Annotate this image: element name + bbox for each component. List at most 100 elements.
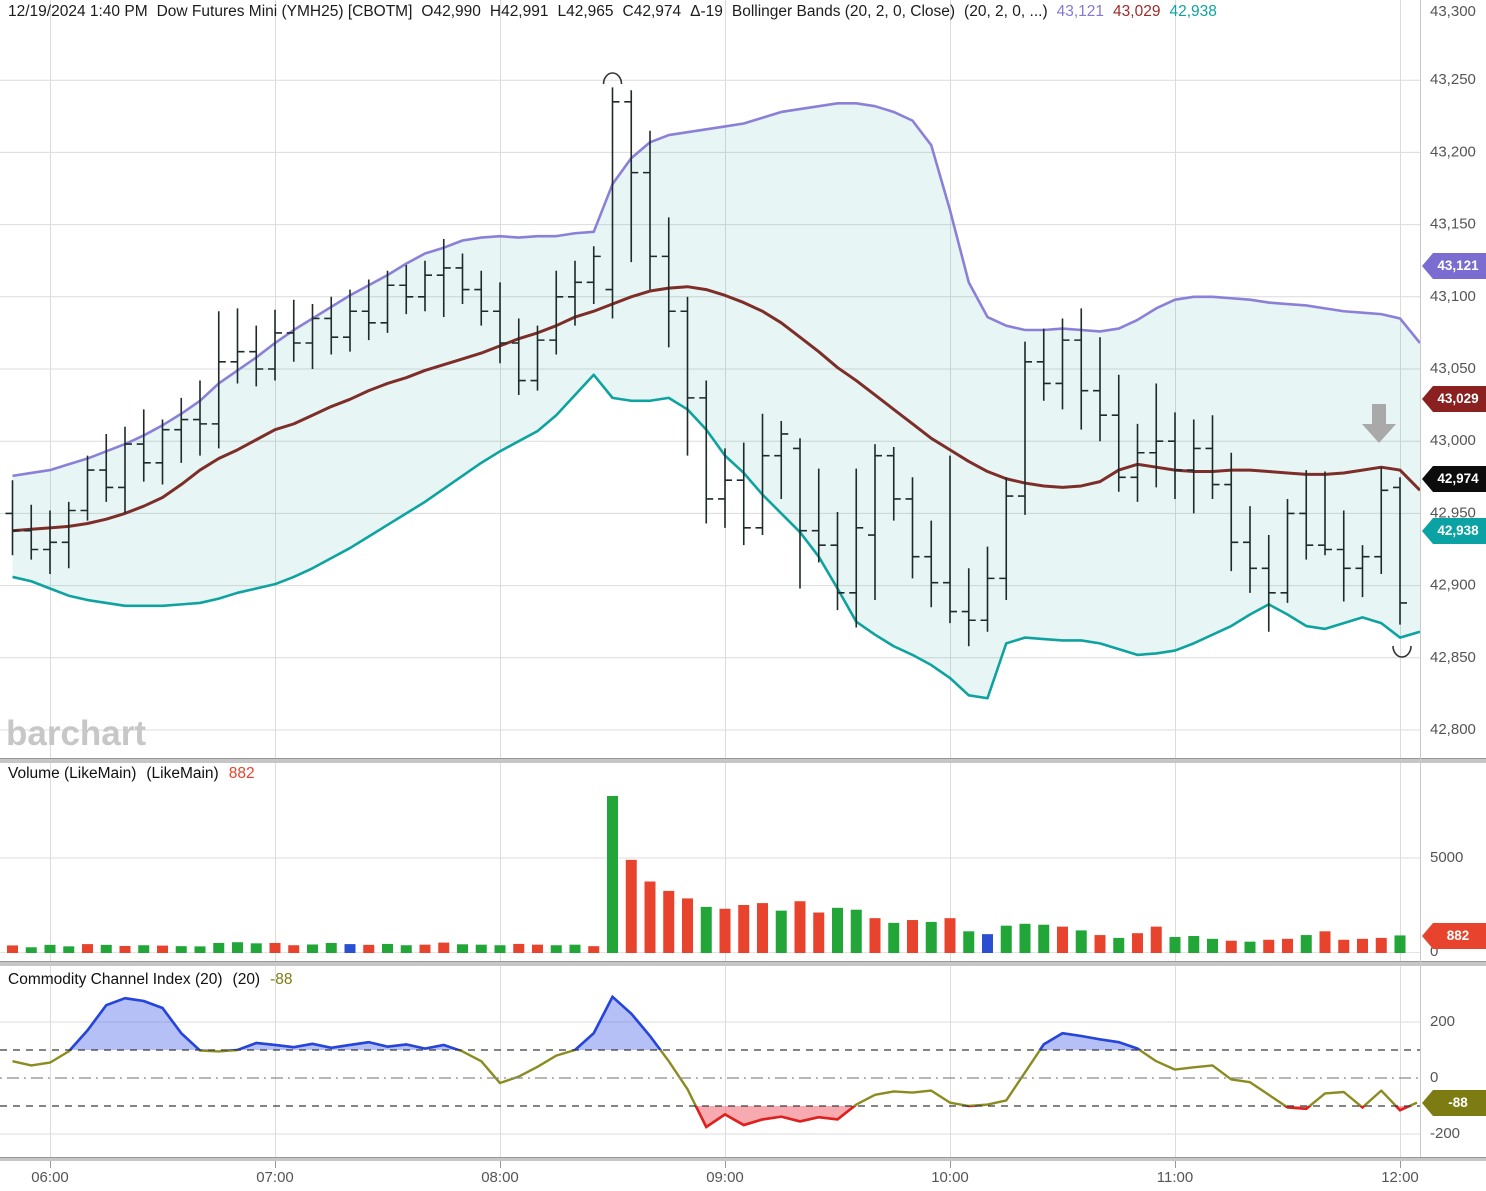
ohlc-bar: [43, 510, 57, 575]
bb-middle-badge: 43,029: [1422, 386, 1486, 412]
panel-divider: [0, 1157, 1486, 1161]
volume-label: Volume (LikeMain): [8, 765, 137, 782]
price-axis-label: 43,100: [1430, 288, 1476, 305]
ohlc-bar: [530, 325, 545, 391]
bb-lower-badge: 42,938: [1422, 518, 1486, 544]
volume-bar: [157, 945, 168, 953]
volume-bar: [82, 944, 93, 953]
session-low-marker: [1392, 645, 1412, 658]
volume-bar: [1000, 925, 1012, 953]
ohlc-bar: [380, 270, 395, 333]
header-change: Δ-19: [690, 3, 723, 20]
volume-bar: [1244, 941, 1256, 953]
price-axis-label: 43,150: [1430, 216, 1476, 233]
volume-bar: [1075, 930, 1087, 953]
volume-bar: [1019, 923, 1031, 953]
ohlc-bar: [474, 270, 489, 326]
ohlc-bar: [99, 433, 114, 502]
barchart-watermark-logo: barchart: [6, 714, 147, 753]
volume-bar: [982, 934, 993, 953]
volume-bar: [213, 942, 225, 953]
ohlc-bar: [736, 442, 751, 546]
last-price-badge: 42,974: [1422, 466, 1486, 492]
ohlc-bar: [661, 217, 676, 348]
volume-axis-label: 5000: [1430, 849, 1463, 866]
price-axis-label: 43,050: [1430, 360, 1476, 377]
bollinger-lower-line: [12, 373, 1421, 700]
ohlc-bar: [699, 380, 714, 524]
volume-bar: [25, 947, 37, 953]
ohlc-bar: [249, 325, 264, 387]
ohlc-bar: [999, 477, 1014, 601]
volume-bar: [194, 946, 206, 953]
volume-bar: [250, 943, 262, 953]
volume-bar: [513, 943, 525, 953]
ohlc-bar: [80, 455, 95, 521]
cci-label: Commodity Channel Index (20): [8, 971, 223, 988]
ohlc-bar: [943, 455, 957, 624]
volume-bar: [1282, 938, 1293, 953]
volume-bar: [138, 945, 150, 953]
ohlc-bar: [1205, 415, 1220, 499]
volume-panel-label: Volume (LikeMain) (LikeMain) 882: [8, 765, 255, 783]
header-study: Bollinger Bands (20, 2, 0, Close): [731, 3, 956, 20]
volume-bar: [532, 944, 543, 953]
ohlc-bar: [1130, 423, 1145, 502]
ohlc-bar: [305, 304, 320, 369]
ohlc-bar: [1074, 308, 1089, 430]
ohlc-bar: [568, 260, 582, 326]
ohlc-bar: [1036, 328, 1051, 401]
volume-bar: [888, 922, 900, 953]
ohlc-bar: [211, 311, 226, 449]
ohlc-bar: [361, 279, 376, 341]
price-axis-label: 43,200: [1430, 143, 1476, 160]
header-bb-upper-value: 43,121: [1056, 3, 1105, 20]
ohlc-bar: [718, 448, 732, 528]
volume-bar: [325, 942, 337, 953]
ohlc-bar: [1093, 337, 1107, 442]
volume-bar: [813, 912, 825, 953]
ohlc-bar: [230, 308, 245, 384]
ohlc-bar: [961, 568, 976, 647]
ohlc-bar: [1393, 477, 1407, 625]
ohlc-bar: [324, 296, 339, 355]
cci-oversold-line: [694, 1106, 1413, 1129]
volume-bar: [1375, 937, 1387, 953]
time-axis-label: 11:00: [1157, 1169, 1193, 1186]
ohlc-bar: [1111, 374, 1126, 492]
ohlc-bar: [268, 309, 282, 381]
ohlc-bar: [399, 265, 414, 315]
cci-oversold-fill: [12, 1106, 1417, 1127]
ohlc-bar: [586, 246, 601, 305]
price-axis-label: 42,950: [1430, 504, 1476, 521]
volume-bar: [494, 945, 506, 953]
header-bb-middle-value: 43,029: [1113, 3, 1161, 20]
volume-bar: [700, 906, 712, 953]
volume-bar: [757, 903, 768, 953]
ohlc-bar: [1374, 467, 1389, 575]
price-axis-label: 42,800: [1430, 721, 1476, 738]
volume-bar: [100, 944, 112, 953]
volume-bar: [1188, 936, 1200, 953]
ohlc-bar: [1018, 341, 1032, 515]
price-axis-label: 42,900: [1430, 577, 1476, 594]
ohlc-bar: [493, 282, 507, 364]
ohlc-bar: [755, 413, 770, 536]
cci-axis-label: 0: [1430, 1069, 1438, 1086]
ohlc-bar: [643, 130, 657, 290]
header-bb-lower-value: 42,938: [1169, 3, 1217, 20]
ohlc-bar: [1336, 510, 1351, 602]
volume-bar: [44, 944, 56, 953]
ohlc-bar: [1355, 545, 1370, 598]
header-low: L42,965: [557, 3, 614, 20]
cci-label-params: (20): [232, 971, 261, 988]
volume-bar: [1338, 939, 1350, 953]
volume-bar: [794, 901, 806, 953]
cci-axis-label: 200: [1430, 1013, 1455, 1030]
volume-bar: [625, 859, 637, 953]
volume-bar: [1169, 936, 1181, 953]
panel-divider: [0, 758, 1486, 763]
volume-bar: [175, 946, 187, 953]
